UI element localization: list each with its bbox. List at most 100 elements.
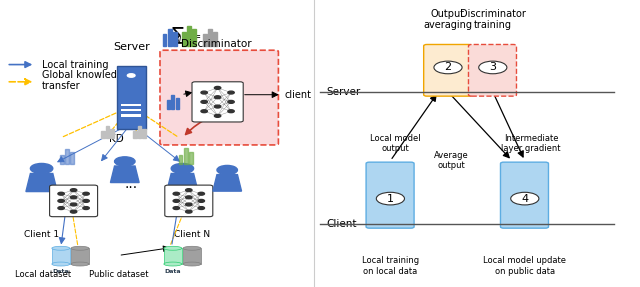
Text: Data: Data [164, 269, 181, 274]
Ellipse shape [183, 246, 201, 250]
Circle shape [198, 207, 205, 210]
Bar [184, 148, 188, 164]
FancyBboxPatch shape [160, 50, 278, 145]
FancyBboxPatch shape [164, 185, 212, 217]
Text: Data: Data [52, 269, 69, 274]
Bar [189, 152, 193, 164]
Circle shape [511, 192, 539, 205]
Bar [187, 26, 191, 46]
Text: Global knowledge
transfer: Global knowledge transfer [42, 69, 129, 91]
Bar [71, 248, 89, 264]
Text: AL: AL [224, 108, 237, 118]
Circle shape [31, 164, 53, 173]
Bar [179, 155, 182, 164]
Text: =: = [193, 32, 201, 42]
Circle shape [58, 199, 65, 202]
Bar [101, 131, 105, 138]
Circle shape [214, 86, 221, 89]
Bar [106, 126, 109, 138]
Circle shape [173, 207, 179, 210]
Text: Public dataset: Public dataset [89, 270, 148, 279]
Circle shape [70, 210, 77, 213]
Circle shape [228, 91, 234, 94]
Circle shape [198, 199, 205, 202]
Bar [172, 95, 175, 109]
Text: Data: Data [184, 269, 200, 274]
Bar [143, 129, 146, 138]
Circle shape [217, 165, 237, 174]
Ellipse shape [52, 262, 70, 266]
Circle shape [172, 164, 193, 173]
Circle shape [186, 196, 192, 199]
Bar [65, 149, 69, 164]
Circle shape [376, 192, 404, 205]
Text: Local training: Local training [42, 60, 108, 69]
Bar [213, 32, 217, 46]
Bar [203, 34, 207, 46]
FancyBboxPatch shape [424, 44, 472, 96]
Ellipse shape [71, 246, 89, 250]
Circle shape [83, 192, 90, 195]
Text: Client 1: Client 1 [24, 230, 59, 238]
Ellipse shape [52, 246, 70, 250]
Circle shape [70, 189, 77, 192]
Polygon shape [213, 174, 241, 191]
Circle shape [186, 189, 192, 192]
Bar [121, 114, 141, 117]
Ellipse shape [164, 246, 182, 250]
Circle shape [115, 157, 135, 166]
Text: Client: Client [326, 219, 357, 229]
Circle shape [201, 100, 207, 103]
Bar [182, 32, 186, 46]
Circle shape [214, 115, 221, 117]
Text: Local model update
on public data: Local model update on public data [483, 256, 566, 276]
Circle shape [186, 210, 192, 213]
Bar [121, 104, 141, 106]
Bar [138, 126, 141, 138]
Bar [111, 129, 114, 138]
Text: 2: 2 [444, 63, 452, 72]
Text: $\sum$: $\sum$ [171, 26, 185, 46]
Circle shape [228, 110, 234, 113]
FancyBboxPatch shape [192, 82, 243, 122]
Circle shape [434, 61, 462, 74]
Ellipse shape [183, 262, 201, 266]
Polygon shape [166, 173, 198, 192]
Text: Server: Server [113, 42, 150, 52]
Circle shape [83, 199, 90, 202]
Text: Output
averaging: Output averaging [424, 9, 472, 30]
Text: KD: KD [109, 133, 124, 144]
Bar [121, 109, 141, 111]
Text: ...: ... [125, 177, 138, 191]
FancyBboxPatch shape [500, 162, 548, 228]
Bar [168, 29, 172, 46]
Text: Intermediate
layer gradient: Intermediate layer gradient [502, 134, 561, 153]
FancyBboxPatch shape [50, 185, 97, 217]
Text: Local model
output: Local model output [370, 134, 421, 153]
Text: Client N: Client N [174, 230, 210, 238]
Text: Discriminator
training: Discriminator training [460, 9, 525, 30]
Circle shape [214, 96, 221, 99]
Circle shape [228, 100, 234, 103]
Polygon shape [26, 173, 58, 192]
Text: 1: 1 [387, 194, 394, 203]
Bar [166, 100, 170, 109]
Bar [208, 29, 212, 46]
Bar [70, 152, 74, 164]
Text: Local dataset: Local dataset [15, 270, 72, 279]
Text: Local training
on local data: Local training on local data [362, 256, 419, 276]
Text: Server: Server [326, 87, 361, 97]
Circle shape [70, 196, 77, 199]
Text: N: N [175, 36, 181, 45]
Circle shape [58, 192, 65, 195]
Bar [173, 32, 177, 46]
Text: Average
output: Average output [434, 151, 468, 170]
Bar [134, 131, 137, 138]
Circle shape [70, 203, 77, 206]
Circle shape [201, 110, 207, 113]
Bar [60, 155, 64, 164]
Text: 4: 4 [521, 194, 529, 203]
Ellipse shape [71, 262, 89, 266]
FancyBboxPatch shape [468, 44, 516, 96]
Circle shape [83, 207, 90, 210]
